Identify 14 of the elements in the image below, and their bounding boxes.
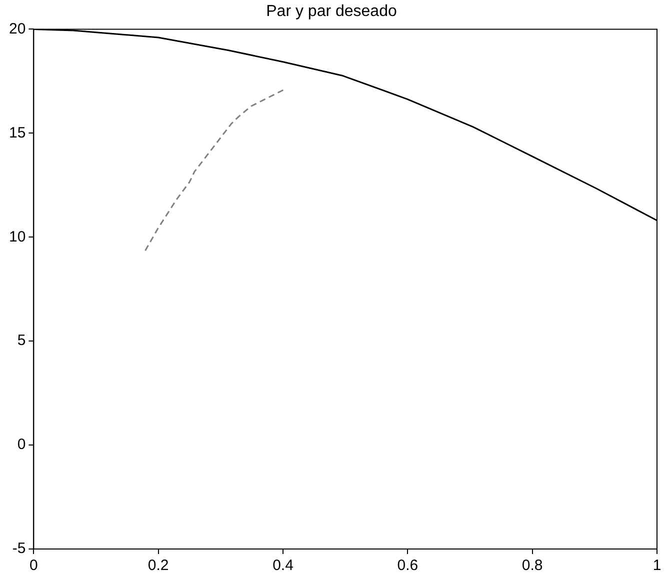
- x-tick-label: 0.8: [522, 557, 543, 574]
- chart-title: Par y par deseado: [266, 3, 397, 20]
- y-tick-label: 10: [8, 228, 26, 246]
- x-tick-label: 1: [652, 557, 662, 574]
- x-tick-label: 0: [30, 557, 38, 574]
- y-tick-label: 5: [17, 332, 26, 350]
- x-tick-label: 0.2: [148, 557, 169, 574]
- y-tick-label: 15: [8, 124, 26, 142]
- line-series: [144, 88, 286, 252]
- y-tick-label: 0: [17, 436, 26, 454]
- x-tick-label: 0.4: [272, 557, 294, 574]
- y-tick-label: -5: [12, 540, 26, 558]
- x-tick-label: 0.6: [397, 557, 418, 574]
- y-tick-label: 20: [8, 20, 26, 38]
